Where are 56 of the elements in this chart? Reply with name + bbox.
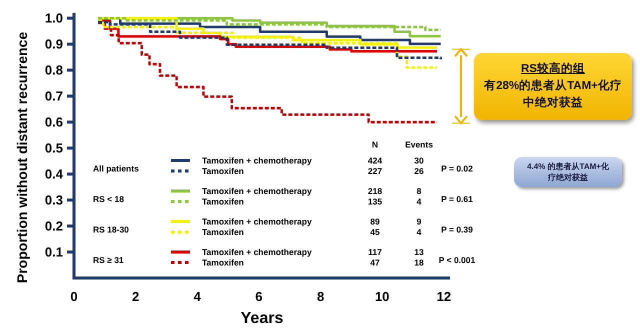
legend-label: Tamoxifen [202,227,244,237]
annotation: 4 [416,196,422,206]
annotation: P = 0.61 [441,194,474,204]
annotation: 9 [416,216,422,226]
annotation: 4 [416,227,422,237]
text: RS较高的组 [520,61,586,77]
annotation: 26 [414,166,424,176]
x-tick-label: 12 [436,289,452,304]
x-tick-label: 4 [194,289,202,304]
annotation: 424 [368,156,382,166]
x-tick-label: 10 [374,289,390,304]
annotation: RS 18-30 [93,224,130,234]
annotation: 13 [414,247,424,257]
annotation: 18 [414,258,424,268]
annotation: 135 [368,196,382,206]
annotation: RS ≥ 31 [93,255,124,265]
annotation: 30 [414,156,424,166]
y-axis-title: Proportion without distant recurrence [14,32,30,284]
annotation: 89 [370,216,380,226]
y-tick-label: 0.2 [44,218,63,234]
x-axis-title: Years [240,310,284,327]
y-tick-label: 0.9 [44,36,63,52]
legend-label: Tamoxifen + chemotherapy [202,247,312,257]
annotation: P = 0.02 [441,164,474,174]
annotation: 47 [370,258,380,268]
text: 有28%的患者从TAM+化疗中绝对获益 [482,78,623,111]
x-tick-label: 8 [316,289,324,304]
annotation: N [372,140,378,150]
y-tick-label: 0.4 [44,166,64,182]
y-tick-label: 0.5 [44,140,63,156]
text: 4.4% 的患者从TAM+化疗绝对获益 [514,157,622,187]
legend-label: Tamoxifen [202,196,244,206]
legend-label: Tamoxifen + chemotherapy [202,216,312,226]
legend-label: Tamoxifen + chemotherapy [202,186,312,196]
y-tick-label: 0.8 [44,62,63,78]
y-tick-label: 0.3 [44,192,63,208]
annotation: All patients [93,164,140,174]
annotation: 45 [370,227,380,237]
x-tick-label: 0 [70,289,78,304]
legend-label: Tamoxifen [202,166,244,176]
annotation: 8 [416,186,422,196]
legend-label: Tamoxifen [202,258,244,268]
y-tick-label: 0.1 [44,244,63,260]
annotation: P < 0.001 [438,255,476,265]
annotation: P = 0.39 [441,224,474,234]
annotation: 117 [368,247,382,257]
y-tick-label: 0.7 [44,88,63,104]
y-tick-label: 1.0 [44,10,63,26]
x-tick-label: 6 [255,289,263,304]
annotation: RS < 18 [93,194,124,204]
x-tick-label: 2 [132,289,140,304]
annotation: 227 [368,166,382,176]
annotation: 218 [368,186,382,196]
y-tick-label: 0.6 [44,114,63,130]
annotation: Events [405,140,434,150]
legend-label: Tamoxifen + chemotherapy [202,156,312,166]
